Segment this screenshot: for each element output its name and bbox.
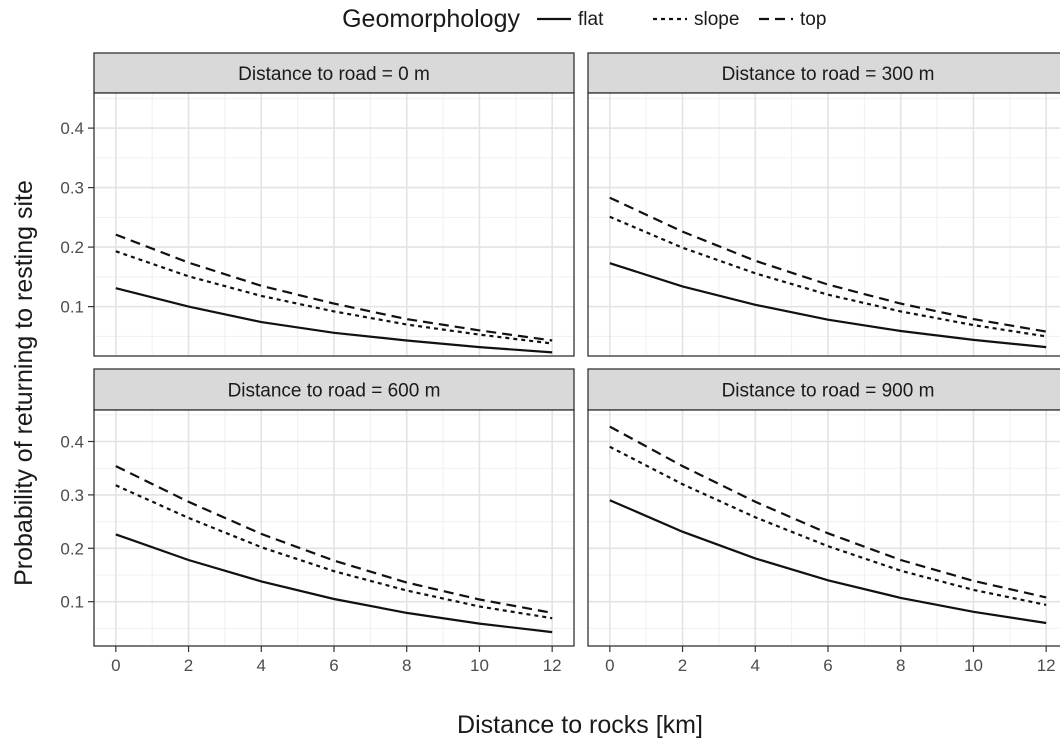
- y-tick-label: 0.2: [60, 238, 84, 257]
- y-tick-label: 0.1: [60, 593, 84, 612]
- series-line-top: [115, 465, 553, 614]
- facet-strip: [93, 368, 575, 411]
- legend-label-slope: slope: [694, 9, 739, 30]
- x-tick-label: 8: [896, 656, 905, 675]
- series-line-flat: [115, 533, 553, 634]
- y-tick-label: 0.3: [60, 486, 84, 505]
- facet-strip: [93, 52, 575, 94]
- x-tick-label: 0: [605, 656, 614, 675]
- panel-border: [587, 92, 1060, 357]
- facet-panel: Distance to road = 600 m 0.1 0.2 0.3 0.4 0 2 4 6…: [60, 368, 575, 675]
- facet-panel: Distance to road = 0 m 0.1 0.2 0.3 0.4: [60, 52, 575, 357]
- y-axis-title: Probability of returning to resting site: [10, 180, 38, 586]
- y-tick-label: 0.4: [60, 433, 84, 452]
- series-line-top: [609, 425, 1047, 599]
- facet-strip: [587, 368, 1060, 411]
- y-tick-label: 0.3: [60, 179, 84, 198]
- facet-panels: Distance to road = 0 m0.10.20.30.4Distan…: [60, 52, 1060, 675]
- panel-background: [588, 410, 1060, 646]
- legend-label-flat: flat: [578, 9, 604, 30]
- x-tick-label: 12: [543, 656, 562, 675]
- x-tick-label: 0: [111, 656, 120, 675]
- x-tick-label: 4: [751, 656, 760, 675]
- legend-title: Geomorphology: [342, 5, 520, 33]
- series-line-flat: [115, 287, 553, 354]
- panel-background: [588, 93, 1060, 356]
- facet-panel: Distance to road = 900 m 0 2 4 6 8 10 12: [587, 368, 1060, 675]
- facet-strip-label: Distance to road = 0 m: [238, 64, 430, 85]
- facet-strip: [587, 52, 1060, 94]
- x-tick-label: 6: [823, 656, 832, 675]
- series-line-slope: [115, 250, 553, 345]
- x-tick-label: 2: [678, 656, 687, 675]
- facet-panel: Distance to road = 300 m: [587, 52, 1060, 357]
- x-tick-label: 12: [1037, 656, 1056, 675]
- x-tick-label: 6: [329, 656, 338, 675]
- x-tick-label: 10: [470, 656, 489, 675]
- facet-strip-label: Distance to road = 600 m: [228, 381, 441, 402]
- series-line-flat: [609, 262, 1047, 349]
- y-tick-label: 0.4: [60, 119, 84, 138]
- x-tick-label: 8: [402, 656, 411, 675]
- panel-border: [93, 92, 575, 357]
- x-tick-label: 2: [184, 656, 193, 675]
- y-tick-label: 0.1: [60, 298, 84, 317]
- series-line-top: [609, 196, 1047, 333]
- x-axis-title: Distance to rocks [km]: [457, 711, 703, 739]
- legend-label-top: top: [800, 9, 826, 30]
- series-line-top: [115, 233, 553, 342]
- legend: Geomorphology flat slope top: [342, 5, 826, 33]
- facet-strip-label: Distance to road = 300 m: [722, 64, 935, 85]
- series-line-slope: [609, 445, 1047, 606]
- series-line-flat: [609, 499, 1047, 625]
- x-tick-label: 4: [257, 656, 266, 675]
- series-line-slope: [115, 484, 553, 620]
- facet-strip-label: Distance to road = 900 m: [722, 381, 935, 402]
- y-tick-label: 0.2: [60, 539, 84, 558]
- x-tick-label: 10: [964, 656, 983, 675]
